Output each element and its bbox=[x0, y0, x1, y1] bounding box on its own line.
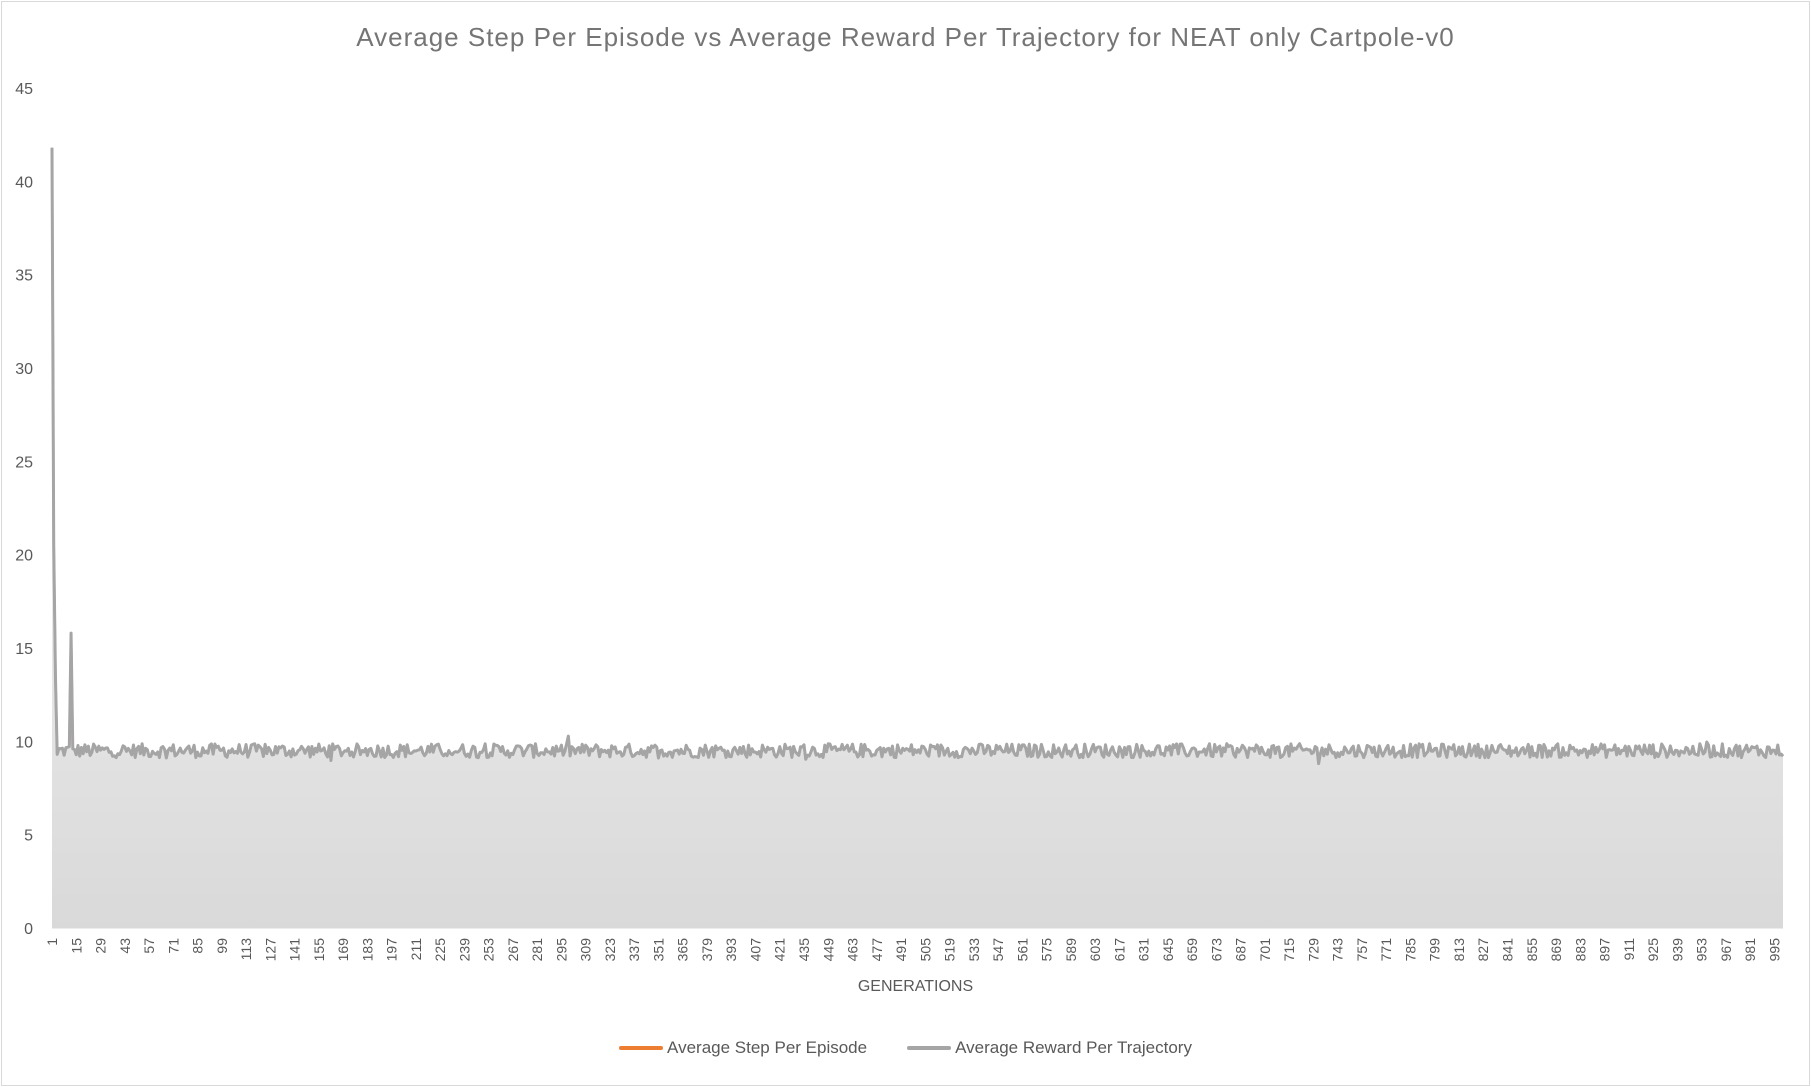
x-tick-label: 911 bbox=[1621, 938, 1637, 961]
x-tick-label: 603 bbox=[1087, 938, 1103, 962]
legend-label-step: Average Step Per Episode bbox=[667, 1038, 868, 1057]
y-tick-label: 15 bbox=[15, 641, 33, 658]
x-tick-label: 995 bbox=[1766, 938, 1782, 962]
x-tick-label: 127 bbox=[262, 938, 278, 962]
y-tick-label: 40 bbox=[15, 174, 33, 191]
x-tick-label: 869 bbox=[1548, 938, 1564, 962]
x-tick-label: 729 bbox=[1305, 938, 1321, 962]
x-tick-label: 799 bbox=[1427, 938, 1443, 962]
x-tick-label: 505 bbox=[917, 938, 933, 962]
legend-item-step: Average Step Per Episode bbox=[619, 1038, 867, 1058]
x-tick-label: 29 bbox=[93, 938, 109, 954]
x-tick-label: 645 bbox=[1160, 938, 1176, 962]
x-tick-label: 351 bbox=[650, 938, 666, 962]
x-axis-title: GENERATIONS bbox=[857, 978, 974, 995]
legend: Average Step Per Episode Average Reward … bbox=[0, 1038, 1811, 1058]
x-tick-label: 197 bbox=[384, 938, 400, 962]
x-tick-label: 1 bbox=[44, 938, 60, 946]
x-tick-label: 393 bbox=[723, 938, 739, 962]
x-tick-label: 659 bbox=[1184, 938, 1200, 962]
y-tick-label: 5 bbox=[24, 828, 33, 845]
x-tick-label: 785 bbox=[1402, 938, 1418, 962]
x-tick-label: 757 bbox=[1354, 938, 1370, 962]
x-tick-label: 85 bbox=[190, 938, 206, 954]
x-tick-label: 253 bbox=[481, 938, 497, 962]
y-tick-label: 0 bbox=[24, 921, 33, 938]
x-tick-label: 421 bbox=[772, 938, 788, 962]
x-tick-label: 239 bbox=[456, 938, 472, 962]
chart-title: Average Step Per Episode vs Average Rewa… bbox=[356, 22, 1455, 52]
x-tick-label: 407 bbox=[747, 938, 763, 962]
area-fill bbox=[52, 147, 1783, 929]
x-tick-label: 323 bbox=[602, 938, 618, 962]
x-tick-label: 575 bbox=[1039, 938, 1055, 962]
x-tick-label: 43 bbox=[117, 938, 133, 954]
x-tick-label: 673 bbox=[1208, 938, 1224, 962]
x-tick-label: 491 bbox=[893, 938, 909, 962]
x-tick-label: 99 bbox=[214, 938, 230, 954]
x-tick-label: 267 bbox=[505, 938, 521, 962]
y-tick-label: 35 bbox=[15, 268, 33, 285]
x-tick-label: 477 bbox=[869, 938, 885, 962]
legend-label-reward: Average Reward Per Trajectory bbox=[955, 1038, 1192, 1057]
y-tick-label: 30 bbox=[15, 361, 33, 378]
x-tick-label: 337 bbox=[626, 938, 642, 962]
y-tick-label: 45 bbox=[15, 81, 33, 98]
x-tick-label: 113 bbox=[238, 938, 254, 961]
y-tick-label: 25 bbox=[15, 454, 33, 471]
y-tick-label: 20 bbox=[15, 548, 33, 565]
x-tick-label: 855 bbox=[1524, 938, 1540, 962]
x-tick-label: 617 bbox=[1111, 938, 1127, 962]
series-line-reward bbox=[50, 147, 1785, 766]
x-tick-label: 533 bbox=[966, 938, 982, 962]
x-tick-label: 309 bbox=[578, 938, 594, 962]
x-tick-label: 925 bbox=[1645, 938, 1661, 962]
series-line-step bbox=[50, 147, 1784, 765]
x-tick-label: 841 bbox=[1499, 938, 1515, 962]
legend-item-reward: Average Reward Per Trajectory bbox=[907, 1038, 1192, 1058]
x-tick-label: 15 bbox=[68, 938, 84, 954]
x-tick-label: 71 bbox=[165, 938, 181, 954]
x-tick-label: 547 bbox=[990, 938, 1006, 962]
x-tick-label: 967 bbox=[1718, 938, 1734, 962]
x-tick-label: 449 bbox=[820, 938, 836, 962]
x-tick-label: 365 bbox=[675, 938, 691, 962]
legend-swatch-step bbox=[619, 1046, 664, 1050]
x-tick-label: 169 bbox=[335, 938, 351, 962]
x-tick-label: 435 bbox=[796, 938, 812, 962]
x-tick-label: 379 bbox=[699, 938, 715, 962]
x-tick-label: 225 bbox=[432, 938, 448, 962]
x-tick-label: 883 bbox=[1572, 938, 1588, 962]
x-tick-label: 211 bbox=[408, 938, 424, 961]
x-tick-label: 771 bbox=[1378, 938, 1394, 962]
legend-swatch-reward bbox=[907, 1046, 952, 1050]
y-tick-label: 10 bbox=[15, 734, 33, 751]
x-tick-label: 519 bbox=[942, 938, 958, 962]
x-tick-label: 281 bbox=[529, 938, 545, 962]
x-tick-label: 155 bbox=[311, 938, 327, 962]
x-tick-label: 939 bbox=[1669, 938, 1685, 962]
x-tick-label: 589 bbox=[1063, 938, 1079, 962]
x-tick-label: 463 bbox=[845, 938, 861, 962]
x-tick-label: 715 bbox=[1281, 938, 1297, 962]
x-tick-label: 981 bbox=[1742, 938, 1758, 962]
x-tick-label: 295 bbox=[553, 938, 569, 962]
x-tick-label: 813 bbox=[1451, 938, 1467, 962]
x-tick-label: 561 bbox=[1014, 938, 1030, 962]
x-tick-label: 631 bbox=[1136, 938, 1152, 962]
x-tick-label: 57 bbox=[141, 938, 157, 954]
x-tick-label: 141 bbox=[287, 938, 303, 962]
x-tick-label: 897 bbox=[1597, 938, 1613, 962]
x-tick-label: 701 bbox=[1257, 938, 1273, 962]
x-tick-label: 953 bbox=[1694, 938, 1710, 962]
x-tick-label: 827 bbox=[1475, 938, 1491, 962]
x-tick-label: 743 bbox=[1330, 938, 1346, 962]
x-tick-label: 183 bbox=[359, 938, 375, 962]
x-tick-label: 687 bbox=[1233, 938, 1249, 962]
